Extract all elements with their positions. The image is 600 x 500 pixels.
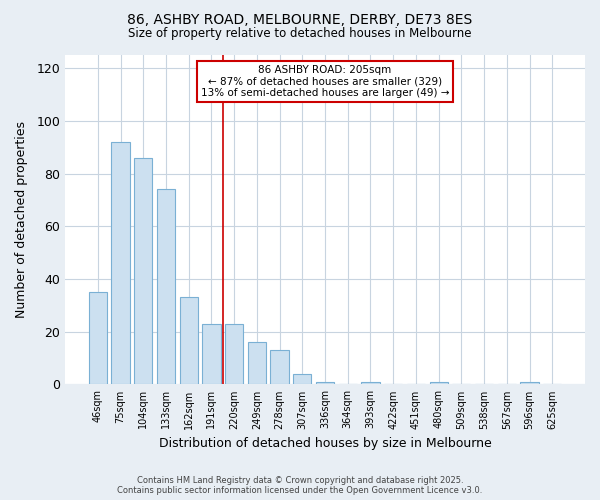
- Text: Size of property relative to detached houses in Melbourne: Size of property relative to detached ho…: [128, 28, 472, 40]
- Bar: [157, 190, 175, 384]
- Bar: [179, 298, 198, 384]
- X-axis label: Distribution of detached houses by size in Melbourne: Distribution of detached houses by size …: [158, 437, 491, 450]
- Bar: [293, 374, 311, 384]
- Text: 86 ASHBY ROAD: 205sqm
← 87% of detached houses are smaller (329)
13% of semi-det: 86 ASHBY ROAD: 205sqm ← 87% of detached …: [201, 65, 449, 98]
- Bar: [112, 142, 130, 384]
- Bar: [316, 382, 334, 384]
- Bar: [89, 292, 107, 384]
- Bar: [430, 382, 448, 384]
- Text: 86, ASHBY ROAD, MELBOURNE, DERBY, DE73 8ES: 86, ASHBY ROAD, MELBOURNE, DERBY, DE73 8…: [127, 12, 473, 26]
- Y-axis label: Number of detached properties: Number of detached properties: [15, 121, 28, 318]
- Bar: [520, 382, 539, 384]
- Bar: [202, 324, 221, 384]
- Bar: [361, 382, 380, 384]
- Bar: [134, 158, 152, 384]
- Text: Contains HM Land Registry data © Crown copyright and database right 2025.
Contai: Contains HM Land Registry data © Crown c…: [118, 476, 482, 495]
- Bar: [271, 350, 289, 384]
- Bar: [248, 342, 266, 384]
- Bar: [225, 324, 243, 384]
